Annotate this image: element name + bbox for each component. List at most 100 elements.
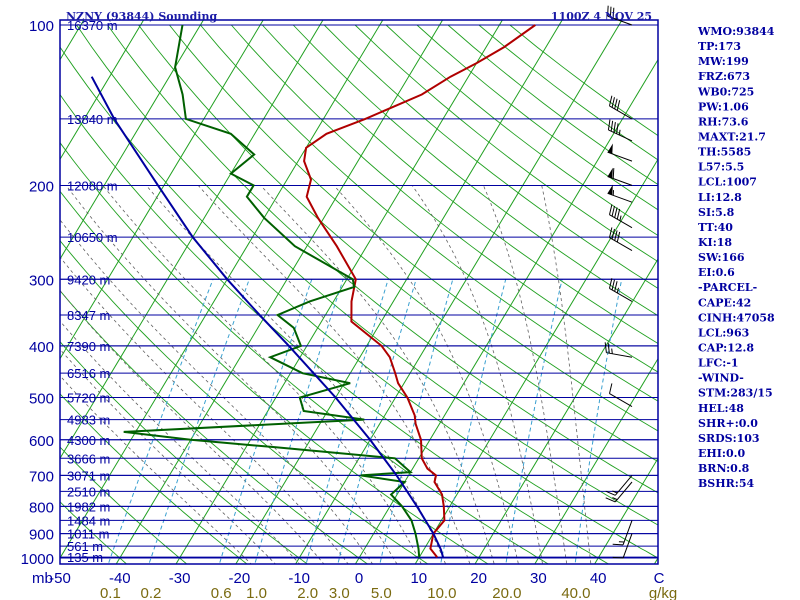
dry-adiabat-line bbox=[60, 141, 550, 564]
wind-barb-flag bbox=[616, 100, 621, 111]
height-tick-label: 1982 m bbox=[67, 499, 110, 514]
temperature-tick-label: 30 bbox=[530, 570, 547, 587]
wind-barb-flag bbox=[616, 123, 619, 134]
pressure-tick-label: 900 bbox=[29, 527, 54, 544]
index-value: L57:5.5 bbox=[698, 161, 744, 174]
wind-barb bbox=[612, 533, 633, 559]
mixing-ratio-line bbox=[107, 279, 214, 564]
wind-barb bbox=[605, 481, 633, 503]
wind-barb-flag bbox=[612, 543, 624, 546]
dry-adiabat-line bbox=[60, 46, 658, 559]
index-value: CAP:12.8 bbox=[698, 341, 754, 354]
wind-barb-staff bbox=[609, 237, 633, 252]
pressure-unit-label: mb bbox=[32, 570, 53, 587]
index-value: TT:40 bbox=[698, 221, 733, 234]
temperature-tick-label: 0 bbox=[355, 570, 363, 587]
height-tick-label: 135 m bbox=[67, 550, 103, 565]
moist-adiabat-line bbox=[60, 320, 301, 564]
wind-barb bbox=[605, 475, 633, 496]
wind-barb-flag bbox=[607, 5, 609, 17]
wind-barb-flag bbox=[607, 342, 610, 354]
height-tick-label: 12080 m bbox=[67, 178, 118, 193]
isotherm-line bbox=[295, 20, 623, 564]
pressure-tick-label: 700 bbox=[29, 468, 54, 485]
height-tick-label: 13840 m bbox=[67, 112, 118, 127]
temperature-tick-label: -50 bbox=[49, 570, 71, 587]
height-tick-label: 6516 m bbox=[67, 366, 110, 381]
wind-barbs bbox=[604, 5, 633, 559]
index-value: MW:199 bbox=[698, 55, 749, 68]
wind-barb-staff bbox=[614, 475, 633, 496]
temperature-unit-label: C bbox=[654, 570, 665, 587]
dry-adiabat-line bbox=[60, 190, 489, 564]
index-value: EHI:0.0 bbox=[698, 447, 745, 460]
wind-barb-flag bbox=[608, 278, 613, 289]
wind-barb-staff bbox=[609, 105, 633, 120]
index-value: KI:18 bbox=[698, 236, 732, 249]
parcel-line bbox=[90, 76, 445, 558]
moist-adiabat-line bbox=[411, 185, 544, 564]
mixing-ratio-line bbox=[254, 279, 344, 564]
mixing-ratio-label: 0.6 bbox=[211, 585, 232, 600]
dry-adiabat-line bbox=[261, 24, 658, 345]
wind-barb-flag bbox=[610, 120, 614, 132]
dry-adiabat-line bbox=[323, 24, 658, 289]
index-value: LCL:1007 bbox=[698, 176, 757, 189]
height-tick-label: 1484 m bbox=[67, 513, 110, 528]
wind-barb bbox=[608, 278, 633, 302]
wind-barb-half-flag bbox=[612, 190, 615, 196]
moist-adiabat-line bbox=[541, 185, 592, 564]
isotherm-line bbox=[60, 20, 324, 460]
dry-adiabat-line bbox=[230, 24, 658, 373]
dry-adiabat-line bbox=[60, 446, 188, 564]
sounding-profiles bbox=[90, 24, 536, 558]
wind-barb-staff bbox=[609, 287, 633, 302]
pressure-tick-label: 200 bbox=[29, 178, 54, 195]
mixing-ratio-line bbox=[337, 279, 417, 564]
wind-barb-flag bbox=[612, 556, 624, 559]
wind-barb-staff bbox=[622, 520, 633, 546]
height-tick-label: 10650 m bbox=[67, 230, 118, 245]
temperature-tick-label: 40 bbox=[590, 570, 607, 587]
mixing-ratio-label: 3.0 bbox=[329, 585, 350, 600]
wind-barb-staff bbox=[607, 15, 633, 26]
temperature-tick-label: -20 bbox=[229, 570, 251, 587]
index-value: STM:283/15 bbox=[698, 387, 773, 400]
index-value: PW:1.06 bbox=[698, 100, 749, 113]
wind-barb-staff bbox=[609, 214, 633, 229]
dry-adiabat-line bbox=[200, 24, 658, 402]
height-tick-label: 561 m bbox=[67, 539, 103, 554]
wind-barb-flag bbox=[609, 6, 612, 18]
mixing-ratio-label: 40.0 bbox=[561, 585, 590, 600]
wind-barb-flag bbox=[612, 7, 615, 19]
pressure-tick-label: 500 bbox=[29, 391, 54, 408]
mixing-ratio-line bbox=[440, 279, 507, 564]
index-value: SHR+:0.0 bbox=[698, 417, 758, 430]
index-value: SW:166 bbox=[698, 251, 745, 264]
wind-barb-flag bbox=[614, 281, 618, 292]
pressure-tick-label: 1000 bbox=[21, 551, 54, 568]
dry-adiabat-line bbox=[60, 501, 128, 564]
temperature-tick-label: -10 bbox=[288, 570, 310, 587]
dry-adiabat-line bbox=[107, 24, 658, 494]
wind-barb-pennant bbox=[607, 167, 613, 179]
isotherm-line bbox=[60, 20, 145, 161]
mixing-ratio-unit-label: g/kg bbox=[649, 585, 677, 600]
index-value: FRZ:673 bbox=[698, 70, 750, 83]
mixing-ratio-label: 0.2 bbox=[141, 585, 162, 600]
wind-barb bbox=[604, 342, 633, 358]
wind-barb-pennant bbox=[607, 184, 613, 196]
wind-barb bbox=[608, 95, 633, 120]
wind-barb-flag bbox=[613, 122, 616, 133]
wind-barb-flag bbox=[614, 230, 618, 241]
index-value: CAPE:42 bbox=[698, 296, 751, 309]
wind-barb-half-flag bbox=[618, 129, 621, 136]
wind-barb-flag bbox=[607, 119, 611, 130]
wind-barb-flag bbox=[614, 207, 618, 218]
index-value: BSHR:54 bbox=[698, 477, 754, 490]
index-value: HEL:48 bbox=[698, 402, 744, 415]
wind-barb-pennant bbox=[607, 143, 613, 154]
dry-adiabat-line bbox=[169, 24, 658, 432]
